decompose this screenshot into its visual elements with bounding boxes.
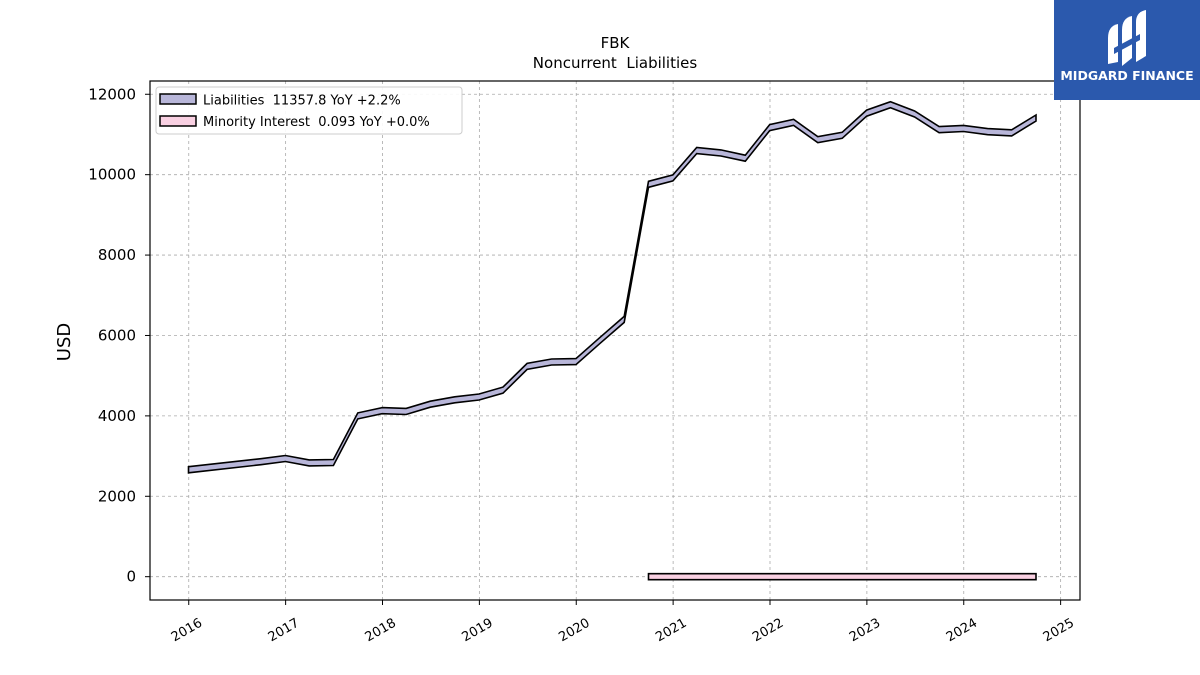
y-tick-label: 6000 [98,326,136,344]
legend: Liabilities 11357.8 YoY +2.2% Minority I… [155,86,463,135]
legend-swatch-liabilities [159,93,197,105]
x-tick-label: 2025 [1041,616,1077,646]
chart-subtitle: Noncurrent Liabilities [533,54,698,72]
y-tick-label: 0 [126,568,136,586]
x-tick-label: 2024 [944,616,980,646]
plot-frame [149,80,1081,601]
y-tick-label: 12000 [88,85,136,103]
series-liabilities-band [187,100,1037,474]
legend-swatch-minority-interest [159,115,197,127]
y-tick-label: 2000 [98,487,136,505]
midgard-logo-icon [1108,10,1146,66]
x-tick-label: 2016 [169,616,205,646]
legend-label-minority-interest: Minority Interest 0.093 YoY +0.0% [203,115,430,130]
logo-text: MIDGARD FINANCE [1060,68,1194,83]
x-tick-label: 2022 [750,616,786,646]
x-tick-label: 2020 [556,616,592,646]
y-tick-label: 10000 [88,166,136,184]
legend-box [155,86,463,135]
x-tick-label: 2021 [653,616,689,646]
legend-label-liabilities: Liabilities 11357.8 YoY +2.2% [203,94,401,109]
y-tick-label: 4000 [98,407,136,425]
x-tick-label: 2023 [847,616,883,646]
grid [150,81,1080,600]
series-layer [187,100,1037,581]
x-tick-label: 2018 [363,616,399,646]
series-minority-interest-band [647,572,1037,581]
y-axis-label: USD [54,323,75,361]
x-tick-label: 2019 [460,616,496,646]
chart-title: FBK [601,34,631,52]
brand-logo: MIDGARD FINANCE [1054,0,1200,100]
x-tick-label: 2017 [266,616,302,646]
y-tick-label: 8000 [98,246,136,264]
x-axis: 2016 2017 2018 2019 2020 2021 2022 2023 2024 2025 [169,600,1077,645]
y-axis: 0 2000 4000 6000 8000 10000 12000 [88,85,150,586]
